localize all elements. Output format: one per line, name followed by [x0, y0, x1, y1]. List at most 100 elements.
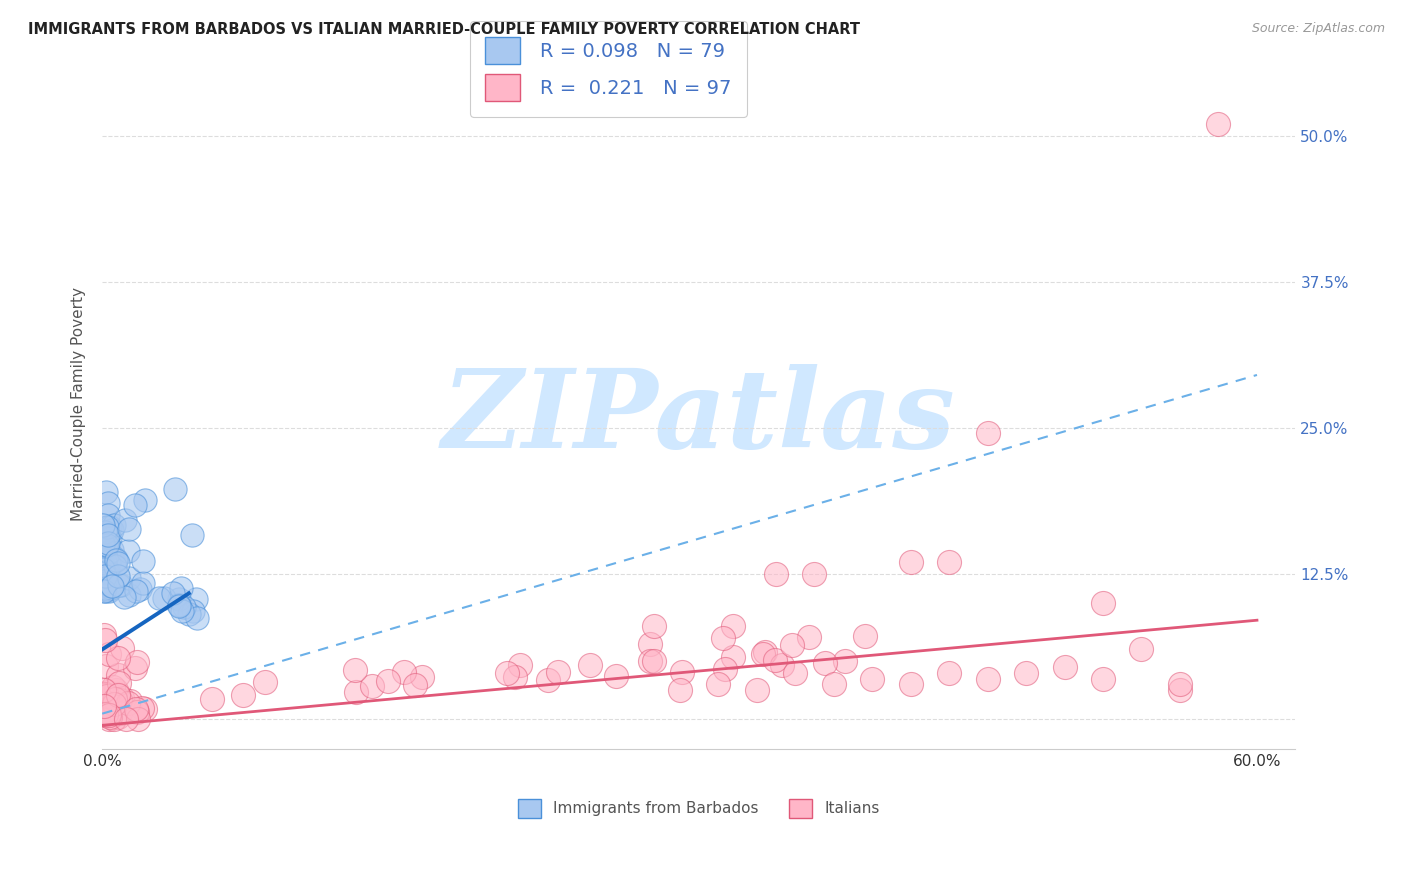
Point	[100, 581, 122, 595]
Point	[91, 566, 114, 580]
Point	[117, 696, 139, 710]
Point	[94, 484, 117, 499]
Point	[96, 520, 118, 534]
Point	[96, 659, 118, 673]
Point	[173, 600, 195, 615]
Point	[98, 557, 121, 571]
Point	[184, 591, 207, 606]
Point	[503, 670, 526, 684]
Point	[93, 682, 115, 697]
Point	[152, 591, 174, 605]
Point	[101, 579, 124, 593]
Point	[101, 549, 124, 563]
Point	[132, 576, 155, 591]
Text: Source: ZipAtlas.com: Source: ZipAtlas.com	[1251, 22, 1385, 36]
Point	[170, 581, 193, 595]
Point	[93, 574, 115, 589]
Point	[127, 655, 149, 669]
Point	[96, 707, 118, 722]
Point	[94, 633, 117, 648]
Point	[93, 699, 115, 714]
Point	[93, 628, 115, 642]
Point	[713, 662, 735, 676]
Point	[107, 651, 129, 665]
Point	[1091, 672, 1114, 686]
Y-axis label: Married-Couple Family Poverty: Married-Couple Family Poverty	[72, 287, 86, 521]
Point	[392, 665, 415, 679]
Point	[125, 583, 148, 598]
Point	[162, 586, 184, 600]
Point	[114, 513, 136, 527]
Point	[976, 426, 998, 441]
Point	[537, 673, 560, 688]
Point	[108, 706, 131, 721]
Point	[98, 520, 121, 534]
Point	[98, 545, 121, 559]
Point	[93, 706, 115, 721]
Point	[118, 523, 141, 537]
Point	[98, 583, 121, 598]
Point	[107, 710, 129, 724]
Point	[93, 584, 115, 599]
Point	[97, 706, 120, 720]
Point	[754, 646, 776, 660]
Point	[361, 679, 384, 693]
Point	[129, 582, 152, 597]
Point	[98, 710, 121, 724]
Point	[167, 598, 190, 612]
Point	[976, 672, 998, 686]
Point	[232, 688, 254, 702]
Point	[94, 524, 117, 539]
Point	[605, 669, 627, 683]
Point	[344, 663, 367, 677]
Point	[97, 685, 120, 699]
Point	[127, 705, 149, 719]
Point	[1130, 642, 1153, 657]
Point	[104, 692, 127, 706]
Point	[94, 688, 117, 702]
Point	[181, 604, 204, 618]
Point	[98, 582, 121, 597]
Point	[111, 690, 134, 705]
Point	[94, 688, 117, 702]
Point	[134, 702, 156, 716]
Point	[763, 653, 786, 667]
Point	[124, 498, 146, 512]
Point	[97, 564, 120, 578]
Point	[94, 574, 117, 588]
Point	[104, 552, 127, 566]
Point	[101, 543, 124, 558]
Point	[148, 591, 170, 606]
Point	[107, 557, 129, 571]
Point	[97, 496, 120, 510]
Point	[103, 712, 125, 726]
Point	[93, 542, 115, 557]
Point	[579, 658, 602, 673]
Point	[1053, 660, 1076, 674]
Point	[97, 536, 120, 550]
Point	[668, 683, 690, 698]
Point	[94, 568, 117, 582]
Point	[91, 576, 114, 591]
Point	[780, 638, 803, 652]
Point	[98, 532, 121, 546]
Point	[1091, 596, 1114, 610]
Point	[93, 582, 115, 596]
Point	[103, 697, 125, 711]
Point	[104, 551, 127, 566]
Point	[98, 712, 121, 726]
Point	[803, 566, 825, 581]
Point	[643, 619, 665, 633]
Point	[1168, 677, 1191, 691]
Point	[900, 677, 922, 691]
Point	[377, 674, 399, 689]
Point	[96, 569, 118, 583]
Point	[125, 702, 148, 716]
Point	[752, 647, 775, 661]
Point	[127, 712, 149, 726]
Point	[547, 665, 569, 680]
Point	[721, 649, 744, 664]
Point	[97, 528, 120, 542]
Point	[1208, 117, 1230, 131]
Point	[172, 604, 194, 618]
